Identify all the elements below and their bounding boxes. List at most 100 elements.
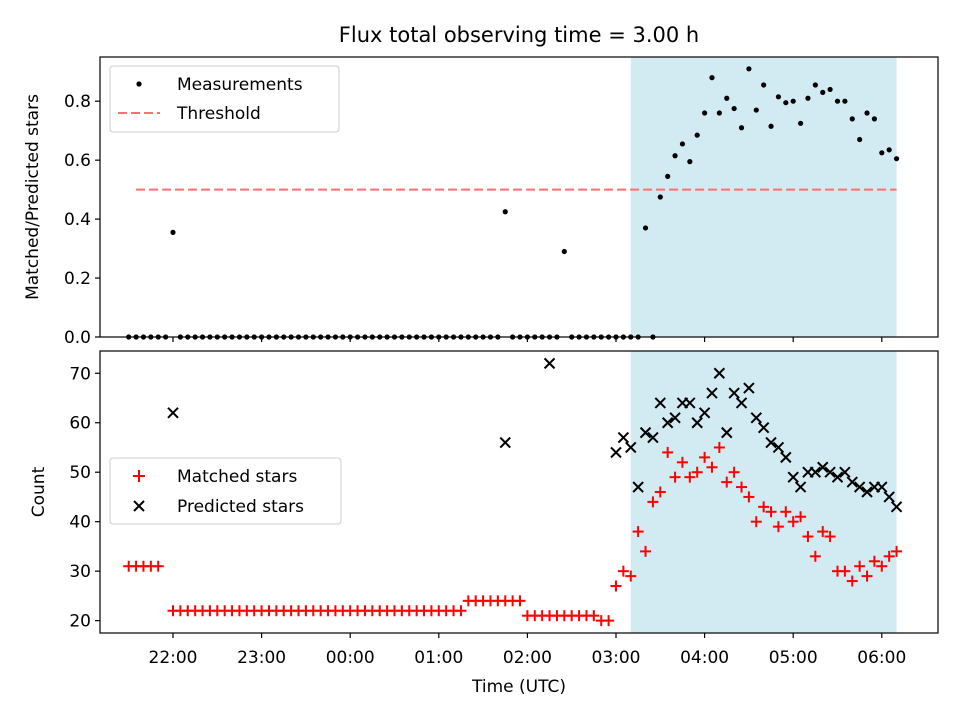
predicted-star-point xyxy=(617,431,630,444)
top-legend: Measurements Threshold xyxy=(109,65,340,133)
legend-measurement-marker xyxy=(136,81,142,87)
predicted-star-point xyxy=(625,441,637,454)
bottom-y-ticks: 20 30 40 50 60 70 xyxy=(69,364,100,632)
measurement-point xyxy=(886,147,892,153)
measurement-point xyxy=(768,123,774,129)
predicted-star-point xyxy=(610,446,622,459)
predicted-star-point xyxy=(876,481,888,493)
matched-star-point xyxy=(640,545,652,557)
matched-star-point xyxy=(721,476,733,488)
matched-star-point xyxy=(588,610,600,622)
predicted-star-point xyxy=(817,461,829,473)
predicted-star-point xyxy=(669,412,681,424)
measurement-point xyxy=(642,225,649,231)
measurement-point xyxy=(790,98,796,104)
predicted-star-point xyxy=(167,407,179,419)
predicted-star-point xyxy=(846,476,858,488)
measurement-point xyxy=(694,132,700,138)
measurement-point xyxy=(857,136,863,143)
bottom-y-tick-label: 60 xyxy=(69,414,91,434)
measurement-point xyxy=(702,110,708,116)
measurement-point xyxy=(783,100,789,106)
matched-star-point xyxy=(647,496,659,508)
measurement-point xyxy=(731,105,737,112)
predicted-star-point xyxy=(543,357,556,370)
bottom-y-axis-label: Count xyxy=(29,466,49,517)
top-y-tick-label: 0.0 xyxy=(64,328,91,348)
bottom-y-tick-label: 50 xyxy=(69,463,91,483)
predicted-star-point xyxy=(831,471,844,483)
matched-star-point xyxy=(736,481,748,493)
bottom-axes-frame xyxy=(99,350,939,634)
bottom-y-tick-label: 40 xyxy=(69,513,91,533)
top-y-tick-label: 0.6 xyxy=(64,151,91,171)
predicted-star-point xyxy=(861,486,873,498)
top-x-ticks xyxy=(172,337,883,342)
legend-matched-marker xyxy=(133,470,145,482)
predicted-star-point xyxy=(698,407,711,419)
legend-predicted-label: Predicted stars xyxy=(177,497,304,517)
measurement-point xyxy=(753,107,759,113)
predicted-star-point xyxy=(499,436,511,449)
matched-star-point xyxy=(824,531,836,543)
matched-star-point xyxy=(846,575,858,587)
legend-measurements-label: Measurements xyxy=(177,75,303,95)
measurement-point xyxy=(871,116,878,122)
predicted-star-point xyxy=(684,397,696,409)
matched-star-point xyxy=(787,516,799,528)
measurement-point xyxy=(849,116,855,122)
measurement-point xyxy=(709,75,715,81)
predicted-star-point xyxy=(713,367,726,379)
predicted-star-point xyxy=(824,466,836,478)
matched-star-point xyxy=(883,550,895,562)
measurement-point xyxy=(820,89,826,95)
predicted-star-point xyxy=(839,466,851,478)
x-tick-label: 05:00 xyxy=(769,648,818,668)
predicted-star-point xyxy=(735,397,748,409)
predicted-star-point xyxy=(757,421,770,434)
predicted-star-point xyxy=(750,412,762,424)
predicted-star-point xyxy=(853,481,866,493)
top-y-tick-label: 0.8 xyxy=(64,92,91,112)
matched-star-point xyxy=(654,486,666,498)
matched-star-point xyxy=(662,446,674,458)
measurement-point xyxy=(761,82,767,88)
measurement-point xyxy=(170,229,176,235)
measurement-point xyxy=(879,150,885,156)
chart-title: Flux total observing time = 3.00 h xyxy=(339,23,699,47)
predicted-star-point xyxy=(661,417,674,429)
matched-star-point xyxy=(152,560,164,572)
predicted-star-point xyxy=(809,466,822,478)
x-tick-label: 02:00 xyxy=(503,648,552,668)
predicted-star-point xyxy=(787,471,799,483)
predicted-star-point xyxy=(706,387,718,399)
bottom-shaded-region xyxy=(630,351,897,633)
matched-star-point xyxy=(809,550,821,562)
matched-star-point xyxy=(669,471,681,483)
matched-star-point xyxy=(706,461,718,473)
matched-star-point xyxy=(610,580,622,592)
matched-star-point xyxy=(514,595,526,607)
measurement-point xyxy=(657,194,663,200)
x-tick-label: 23:00 xyxy=(237,648,286,668)
predicted-star-point xyxy=(883,491,895,503)
predicted-star-point xyxy=(632,481,644,493)
predicted-star-point xyxy=(794,481,807,493)
top-y-tick-label: 0.2 xyxy=(64,269,91,289)
matched-star-point xyxy=(625,570,637,582)
matched-star-point xyxy=(891,545,903,557)
x-axis-label: Time (UTC) xyxy=(471,677,566,697)
predicted-star-point xyxy=(639,426,652,439)
top-y-axis-label: Matched/Predicted stars xyxy=(23,94,43,300)
matched-star-point xyxy=(780,506,792,518)
bottom-y-tick-label: 20 xyxy=(69,612,91,632)
matched-star-point xyxy=(632,526,644,538)
matched-star-point xyxy=(817,526,829,538)
measurement-point xyxy=(738,125,745,131)
measurement-point xyxy=(805,95,811,101)
bottom-y-tick-label: 30 xyxy=(69,562,91,582)
matched-star-point xyxy=(839,565,851,577)
matched-star-point xyxy=(854,560,866,572)
predicted-star-point xyxy=(691,417,703,429)
